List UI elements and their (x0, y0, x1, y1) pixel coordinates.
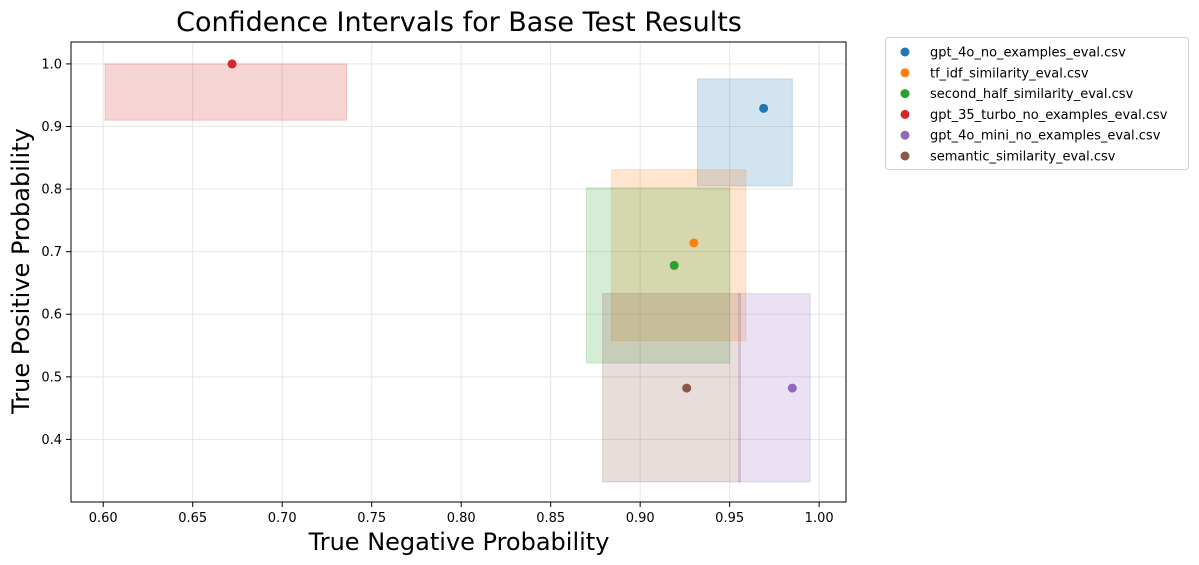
data-point (682, 383, 692, 393)
legend-marker (900, 89, 910, 99)
plot-area-frame (70, 41, 847, 503)
legend-frame (885, 37, 1189, 170)
legend-label: second_half_similarity_eval.csv (930, 87, 1134, 102)
x-tick-label: 0.95 (715, 511, 744, 526)
legend-label: gpt_4o_no_examples_eval.csv (930, 46, 1126, 61)
y-tick-label: 0.6 (41, 308, 62, 323)
x-tick-label: 0.65 (178, 511, 207, 526)
data-point (227, 59, 237, 69)
legend-marker (900, 130, 910, 140)
confidence-box (585, 187, 731, 364)
data-point (669, 260, 679, 270)
legend-label: semantic_similarity_eval.csv (930, 150, 1116, 165)
x-tick-label: 0.85 (536, 511, 565, 526)
data-point (689, 238, 699, 248)
legend-marker (900, 151, 910, 161)
legend-marker (900, 109, 910, 119)
grid-lines (71, 42, 846, 502)
y-tick-label: 0.5 (41, 370, 62, 385)
data-points (227, 59, 797, 393)
x-axis-ticks: 0.60 0.65 0.70 0.75 0.80 0.85 0.90 0.95 1.00 (89, 502, 834, 526)
x-tick-label: 1.00 (805, 511, 834, 526)
x-tick-label: 0.70 (268, 511, 297, 526)
confidence-box (696, 78, 793, 187)
legend: gpt_4o_no_examples_eval.csv tf_idf_simila… (885, 37, 1189, 170)
confidence-box (611, 169, 747, 342)
legend-marker (900, 68, 910, 78)
data-point (787, 383, 797, 393)
legend-label: gpt_35_turbo_no_examples_eval.csv (930, 108, 1168, 123)
x-tick-label: 0.90 (626, 511, 655, 526)
chart-title: Confidence Intervals for Base Test Resul… (176, 7, 742, 38)
x-tick-label: 0.60 (89, 511, 118, 526)
y-axis-ticks: 0.4 0.5 0.6 0.7 0.8 0.9 1.0 (41, 57, 71, 448)
confidence-box (104, 63, 348, 121)
y-tick-label: 0.9 (41, 120, 62, 135)
confidence-boxes (104, 63, 811, 483)
confidence-box (602, 293, 741, 483)
x-tick-label: 0.75 (357, 511, 386, 526)
y-axis-label: True Positive Probability (7, 128, 35, 415)
data-point (759, 103, 769, 113)
y-tick-label: 0.7 (41, 245, 62, 260)
confidence-box (738, 293, 811, 483)
x-tick-label: 0.80 (447, 511, 476, 526)
x-axis-label: True Negative Probability (308, 528, 610, 556)
y-tick-label: 0.8 (41, 183, 62, 198)
y-tick-label: 0.4 (41, 433, 62, 448)
legend-label: tf_idf_similarity_eval.csv (930, 66, 1089, 81)
y-tick-label: 1.0 (41, 57, 62, 72)
legend-marker (900, 47, 910, 57)
legend-label: gpt_4o_mini_no_examples_eval.csv (930, 129, 1161, 144)
